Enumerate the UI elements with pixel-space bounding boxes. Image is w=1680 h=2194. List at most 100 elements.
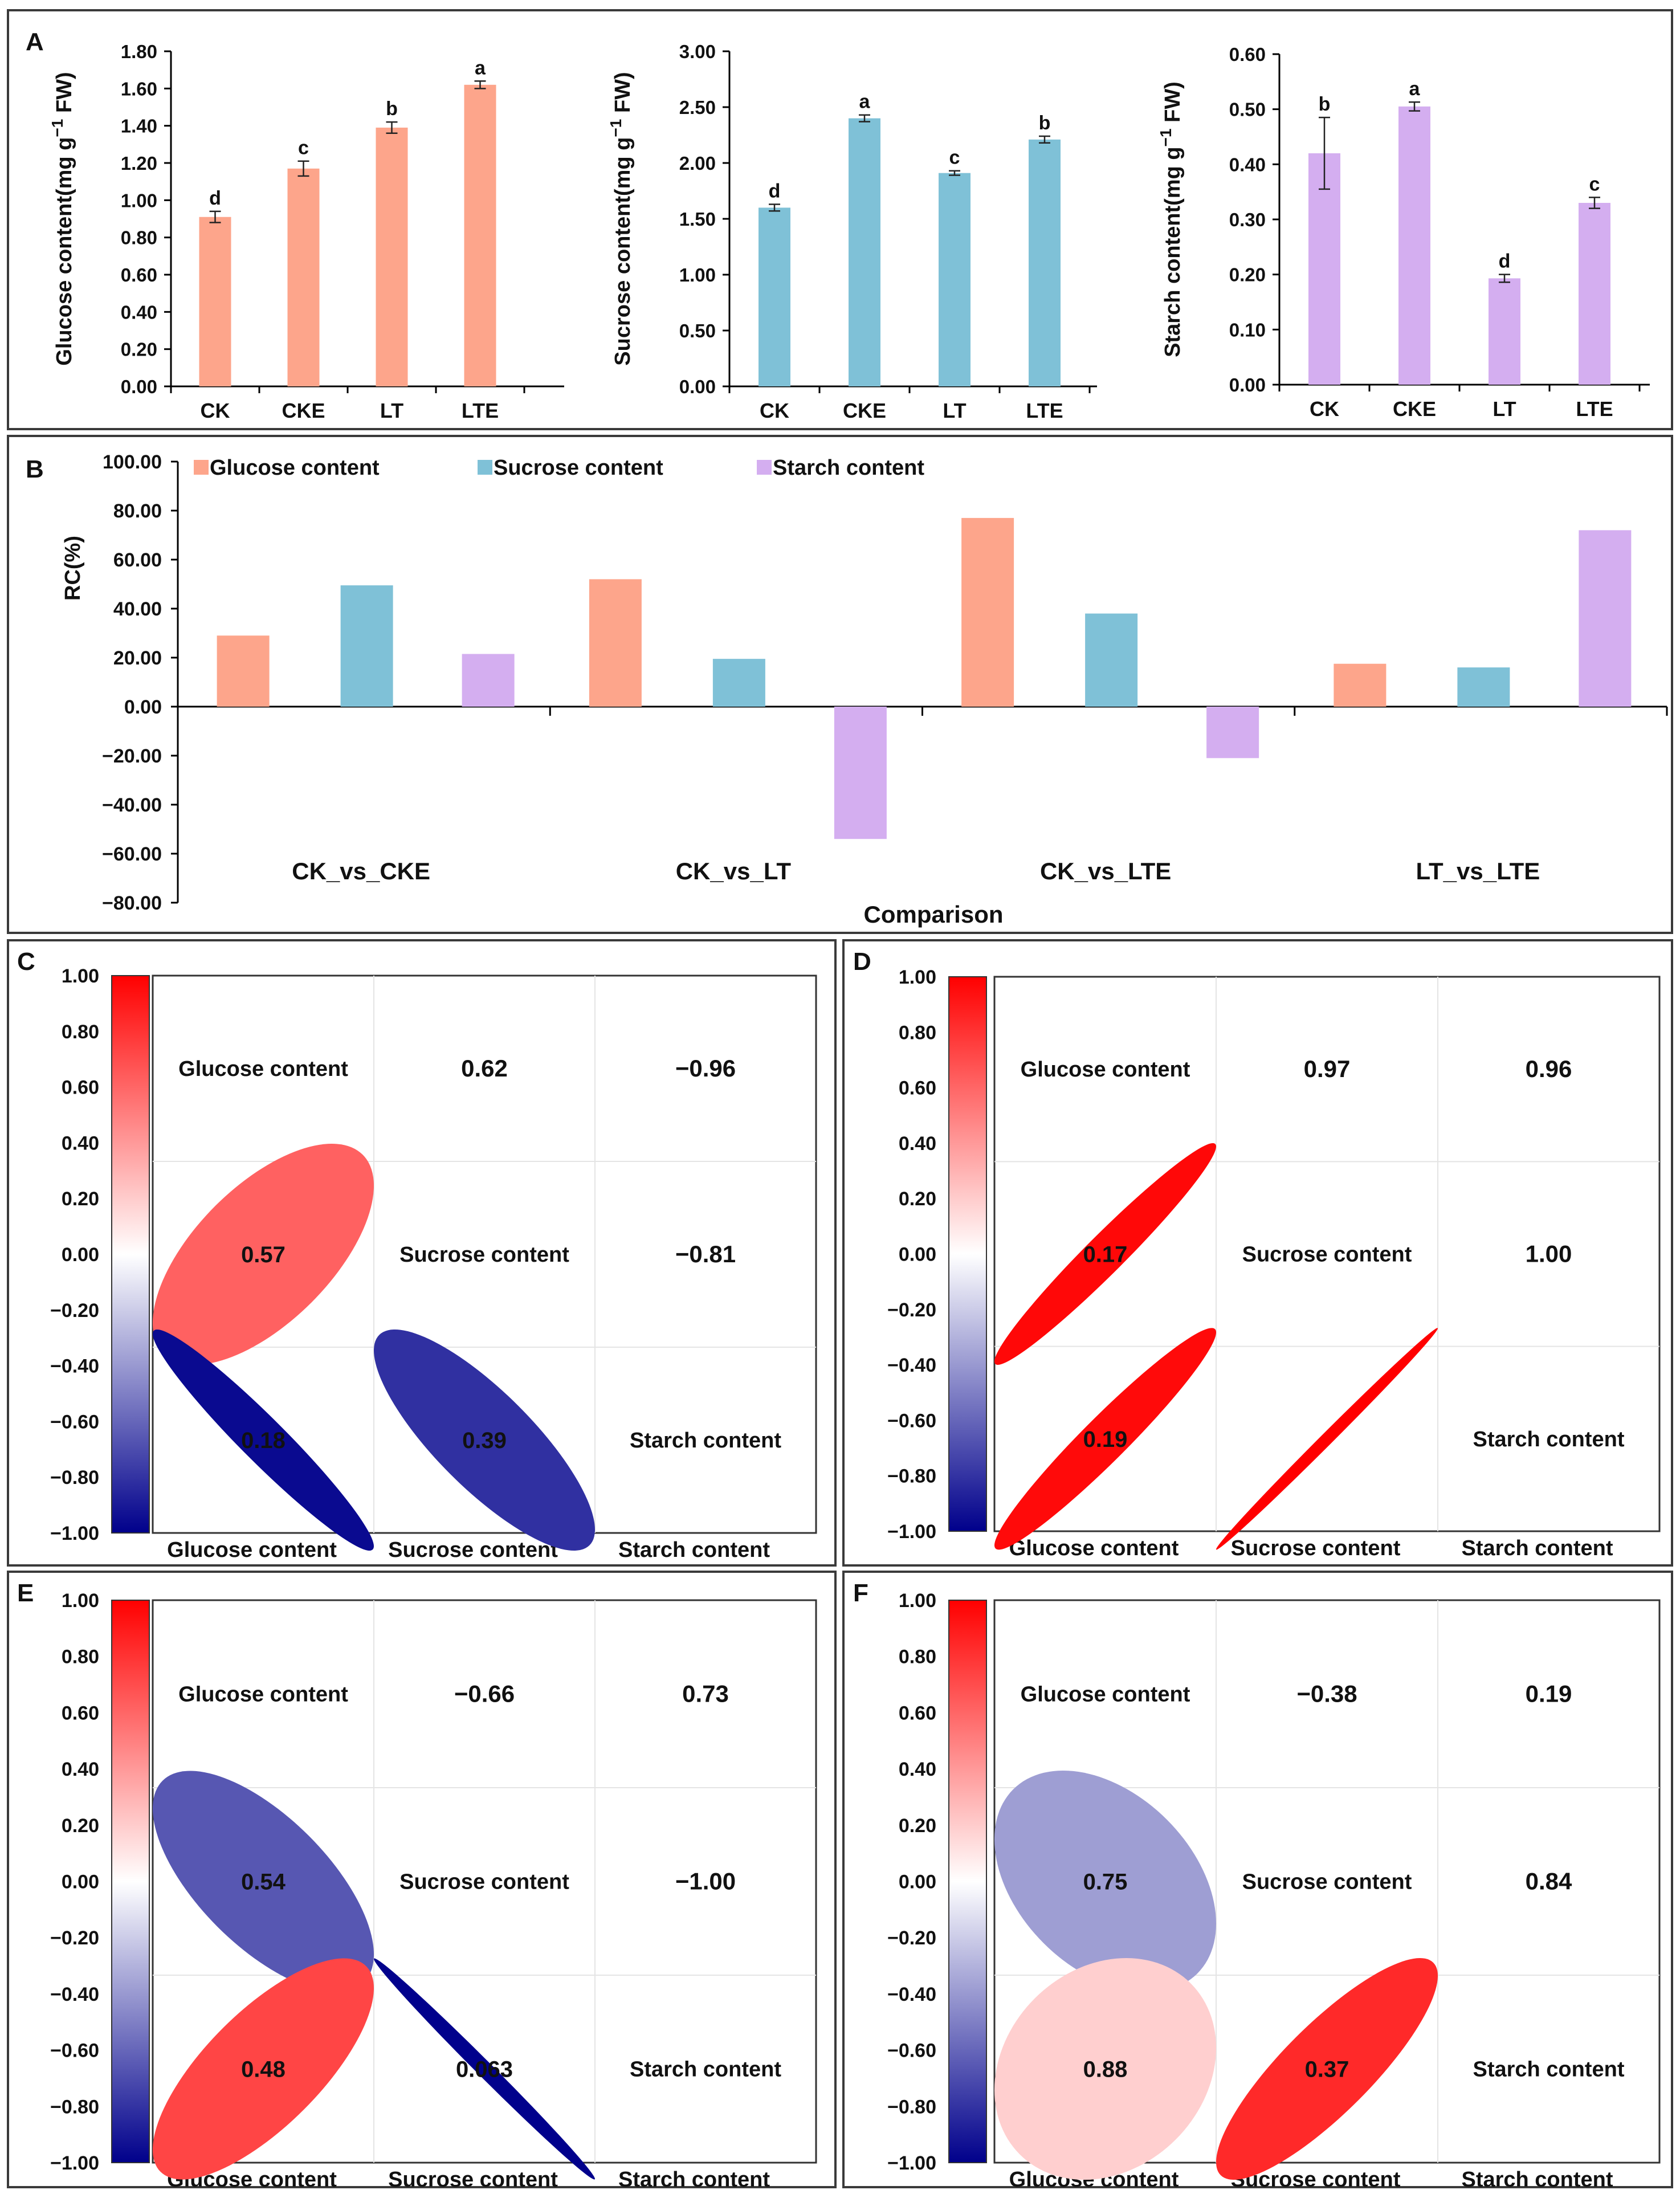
correlation-ellipse bbox=[1216, 1958, 1438, 2180]
legend-label-starch: Starch content bbox=[773, 456, 924, 480]
y-tick-label: 0.20 bbox=[1229, 264, 1266, 286]
correlation-ellipse bbox=[152, 1958, 374, 2180]
significance-letter: b bbox=[386, 98, 398, 120]
ellipse-label: 0.063 bbox=[456, 2057, 513, 2082]
bar-ck_vs_lt-sucrose bbox=[712, 659, 765, 707]
scale-tick-label: −1.00 bbox=[50, 1523, 99, 1544]
panel-label-e: E bbox=[17, 1579, 34, 1607]
panel-label-b: B bbox=[26, 455, 44, 483]
x-variable-label: Starch content bbox=[1461, 1536, 1613, 1560]
panel-label-f: F bbox=[853, 1579, 868, 1607]
significance-letter: c bbox=[1589, 173, 1600, 195]
x-variable-label: Glucose content bbox=[1009, 1536, 1179, 1560]
y-tick-label: −40.00 bbox=[102, 794, 162, 816]
bar-ck_vs_cke-starch bbox=[462, 654, 515, 707]
scale-tick-label: 0.00 bbox=[899, 1244, 936, 1266]
ellipse-label: 0.39 bbox=[462, 1428, 507, 1453]
ellipse-label: 0.37 bbox=[1305, 2057, 1349, 2082]
y-tick-label: 3.00 bbox=[679, 41, 716, 62]
significance-letter: a bbox=[1409, 78, 1421, 100]
scale-tick-label: 0.40 bbox=[899, 1759, 936, 1780]
scale-tick-label: −1.00 bbox=[50, 2152, 99, 2174]
scale-tick-label: 0.00 bbox=[62, 1871, 99, 1893]
scale-tick-label: −0.80 bbox=[887, 1466, 936, 1487]
scale-tick-label: −0.80 bbox=[50, 1467, 99, 1489]
bar-ck bbox=[199, 217, 231, 386]
bar-lt_vs_lte-glucose bbox=[1334, 663, 1387, 707]
y-tick-label: 1.00 bbox=[121, 190, 157, 211]
bar-ck_vs_lte-sucrose bbox=[1085, 613, 1138, 707]
y-tick-label: 60.00 bbox=[113, 549, 162, 571]
y-axis-label: Sucrose content(mg g−1 FW) bbox=[607, 72, 635, 365]
correlation-value: 0.73 bbox=[682, 1681, 729, 1707]
scale-tick-label: −1.00 bbox=[887, 2152, 936, 2174]
correlation-value: −0.38 bbox=[1296, 1681, 1357, 1707]
scale-tick-label: 0.40 bbox=[62, 1132, 99, 1154]
scale-tick-label: 0.60 bbox=[62, 1077, 99, 1099]
panel-frame-c bbox=[7, 939, 837, 1567]
bar-ck_vs_lte-glucose bbox=[961, 517, 1014, 707]
scale-tick-label: 0.40 bbox=[899, 1133, 936, 1155]
bar-ck bbox=[1308, 153, 1340, 385]
correlation-ellipse bbox=[1216, 1328, 1438, 1550]
correlation-value: −1.00 bbox=[675, 1868, 736, 1895]
scale-tick-label: −0.60 bbox=[887, 1410, 936, 1432]
correlation-value: −0.66 bbox=[454, 1681, 515, 1707]
bar-lte bbox=[1029, 139, 1061, 386]
y-tick-label: 0.00 bbox=[121, 376, 157, 397]
bar-ck_vs_lte-starch bbox=[1206, 707, 1259, 758]
scale-tick-label: −1.00 bbox=[887, 1521, 936, 1543]
significance-letter: b bbox=[1039, 112, 1051, 134]
correlation-value: 1.00 bbox=[1526, 1241, 1572, 1267]
correlation-value: 0.84 bbox=[1526, 1868, 1572, 1895]
scale-tick-label: 0.20 bbox=[62, 1188, 99, 1210]
y-tick-label: 0.00 bbox=[1229, 374, 1266, 395]
bar-ck_vs_lt-starch bbox=[834, 707, 887, 839]
x-tick-label: CK bbox=[201, 399, 230, 422]
x-tick-label: LTE bbox=[1026, 399, 1063, 422]
y-tick-label: 40.00 bbox=[113, 598, 162, 620]
bar-lt bbox=[376, 127, 408, 386]
bar-lte bbox=[1579, 203, 1610, 385]
diagonal-variable-label: Glucose content bbox=[1021, 1058, 1190, 1082]
scale-tick-label: −0.40 bbox=[50, 1356, 99, 1377]
x-tick-label: CK bbox=[1310, 397, 1339, 421]
scale-tick-label: −0.60 bbox=[50, 1411, 99, 1433]
bar-lt_vs_lte-sucrose bbox=[1457, 667, 1510, 707]
scale-tick-label: −0.80 bbox=[887, 2096, 936, 2118]
x-variable-label: Starch content bbox=[618, 2168, 770, 2192]
scale-tick-label: −0.20 bbox=[50, 1927, 99, 1949]
diagonal-variable-label: Glucose content bbox=[178, 1683, 348, 1707]
scale-tick-label: −0.80 bbox=[50, 2096, 99, 2118]
significance-letter: c bbox=[298, 137, 309, 159]
y-tick-label: 1.60 bbox=[121, 78, 157, 99]
x-variable-label: Glucose content bbox=[167, 1538, 337, 1562]
y-axis-label: RC(%) bbox=[61, 536, 85, 601]
bar-lt bbox=[1489, 278, 1520, 385]
x-tick-label: CK bbox=[760, 399, 789, 422]
y-tick-label: 0.10 bbox=[1229, 319, 1266, 340]
panel-frame-e bbox=[7, 1571, 837, 2188]
scale-tick-label: 0.40 bbox=[62, 1759, 99, 1780]
legend-label-sucrose: Sucrose content bbox=[494, 456, 663, 480]
scale-tick-label: 0.20 bbox=[62, 1815, 99, 1837]
y-axis-label: Glucose content(mg g−1 FW) bbox=[48, 72, 76, 365]
significance-letter: a bbox=[475, 57, 486, 79]
scale-tick-label: 0.60 bbox=[62, 1702, 99, 1724]
panel-label-d: D bbox=[853, 948, 871, 976]
x-variable-label: Sucrose content bbox=[1231, 1536, 1401, 1560]
correlation-value: −0.81 bbox=[675, 1241, 736, 1267]
x-tick-label: CKE bbox=[843, 399, 886, 422]
legend-swatch-sucrose bbox=[478, 460, 492, 475]
y-tick-label: 0.60 bbox=[1229, 44, 1266, 65]
correlation-ellipse bbox=[994, 1328, 1217, 1550]
y-tick-label: 1.00 bbox=[679, 264, 716, 286]
panel-frame-b bbox=[7, 435, 1673, 934]
y-tick-label: 0.40 bbox=[121, 301, 157, 323]
x-variable-label: Starch content bbox=[1461, 2168, 1613, 2192]
color-scale-bar bbox=[111, 1600, 150, 2163]
scale-tick-label: 1.00 bbox=[62, 1590, 99, 1612]
diagonal-variable-label: Starch content bbox=[630, 1429, 781, 1453]
y-tick-label: 0.20 bbox=[121, 339, 157, 360]
x-tick-label: CKE bbox=[282, 399, 325, 422]
